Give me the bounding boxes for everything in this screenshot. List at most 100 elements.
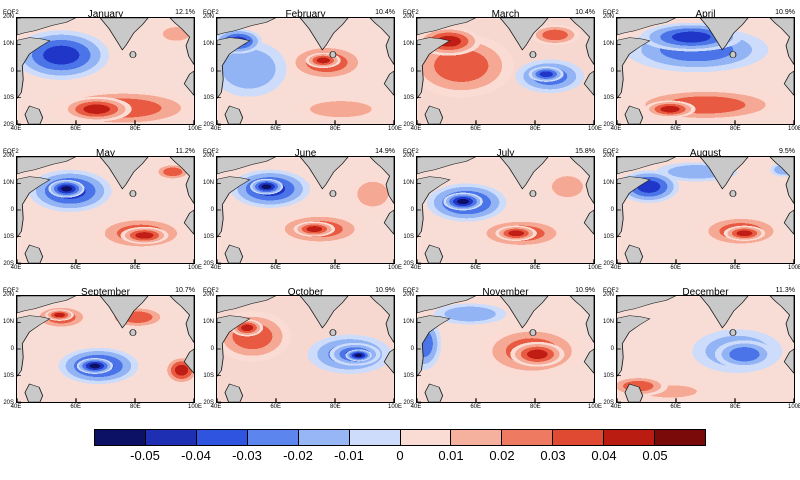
coastline-overlay — [17, 18, 194, 124]
colorbar-segments — [94, 429, 706, 446]
longitude-axis-labels: 40E 60E 80E 100E — [11, 125, 202, 134]
panel-month-title: March — [491, 9, 520, 20]
latitude-axis-labels: 20N 10N 0 10S 20S — [400, 292, 416, 406]
eof-mode-label: EOF2 — [3, 10, 19, 16]
longitude-tick-label: 80E — [129, 404, 141, 410]
latitude-tick-label: 10S — [403, 373, 414, 379]
eof-mode-label: EOF2 — [203, 149, 219, 155]
longitude-tick-label: 80E — [529, 126, 541, 132]
contour-map — [16, 295, 195, 403]
latitude-tick-label: 10N — [2, 41, 14, 47]
coastline-overlay — [417, 157, 594, 263]
eof-mode-label: EOF2 — [403, 10, 419, 16]
panel-month-title: October — [287, 287, 324, 298]
colorbar-segment — [298, 430, 350, 445]
latitude-tick-label: 10N — [402, 41, 414, 47]
colorbar-segment — [247, 430, 299, 445]
eof-mode-label: EOF2 — [3, 149, 19, 155]
longitude-tick-label: 60E — [470, 126, 481, 132]
latitude-tick-label: 10S — [603, 95, 614, 101]
panel-month-title: August — [689, 148, 722, 159]
longitude-tick-label: 100E — [187, 404, 203, 410]
colorbar-tick-label: 0.05 — [642, 448, 668, 463]
colorbar-segment — [95, 430, 146, 445]
latitude-tick-label: 0 — [410, 68, 414, 74]
longitude-axis-labels: 40E 60E 80E 100E — [611, 125, 800, 134]
eof-mode-label: EOF2 — [3, 288, 19, 294]
colorbar-tick-label: -0.03 — [232, 448, 262, 463]
longitude-tick-label: 40E — [610, 265, 622, 271]
longitude-axis-labels: 40E 60E 80E 100E — [11, 403, 202, 412]
latitude-tick-label: 20S — [603, 261, 614, 267]
coastline-overlay — [617, 18, 794, 124]
latitude-tick-label: 0 — [410, 346, 414, 352]
panel-body: 20N 10N 0 10S 20S — [400, 292, 600, 406]
variance-percent: 9.5% — [779, 148, 795, 155]
panel-body: 20N 10N 0 10S 20S — [600, 292, 800, 406]
longitude-axis-labels: 40E 60E 80E 100E — [411, 264, 602, 273]
eof-mode-label: EOF2 — [603, 149, 619, 155]
panel-body: 20N 10N 0 10S 20S — [0, 153, 200, 267]
panel-month-title: July — [496, 148, 515, 159]
latitude-tick-label: 10S — [603, 234, 614, 240]
contour-map — [416, 17, 595, 125]
variance-percent: 15.8% — [575, 148, 595, 155]
latitude-tick-label: 0 — [210, 346, 214, 352]
panel-body: 20N 10N 0 10S 20S — [0, 14, 200, 128]
panel-body: 20N 10N 0 10S 20S — [200, 292, 400, 406]
longitude-axis-labels: 40E 60E 80E 100E — [411, 125, 602, 134]
latitude-axis-labels: 20N 10N 0 10S 20S — [0, 14, 16, 128]
coastline-overlay — [417, 18, 594, 124]
latitude-tick-label: 0 — [410, 207, 414, 213]
eof-panel-may: EOF2 May 11.2% 20N 10N 0 10S 20S 40E 60E 80E 100E — [0, 143, 202, 282]
panel-header: EOF2 June 14.9% — [203, 143, 395, 159]
variance-percent: 12.1% — [175, 9, 195, 16]
longitude-tick-label: 60E — [70, 265, 81, 271]
eof-panel-july: EOF2 July 15.8% 20N 10N 0 10S 20S 40E 60E 80E 100E — [400, 143, 602, 282]
longitude-tick-label: 80E — [729, 265, 741, 271]
panel-header: EOF2 July 15.8% — [403, 143, 595, 159]
variance-percent: 11.3% — [775, 287, 795, 294]
panel-header: EOF2 January 12.1% — [3, 4, 195, 20]
panel-body: 20N 10N 0 10S 20S — [400, 14, 600, 128]
latitude-axis-labels: 20N 10N 0 10S 20S — [200, 292, 216, 406]
eof-panel-february: EOF2 February 10.4% 20N 10N 0 10S 20S 40E 60E 80E 1… — [200, 4, 402, 143]
latitude-tick-label: 10N — [602, 41, 614, 47]
contour-map — [16, 17, 195, 125]
contour-map — [216, 156, 395, 264]
coastline-overlay — [617, 157, 794, 263]
panel-month-title: June — [294, 148, 317, 159]
longitude-tick-label: 100E — [587, 404, 603, 410]
latitude-tick-label: 0 — [610, 207, 614, 213]
contour-map — [216, 17, 395, 125]
longitude-tick-label: 60E — [670, 404, 681, 410]
colorbar-tick-label: 0 — [396, 448, 404, 463]
longitude-axis-labels: 40E 60E 80E 100E — [411, 403, 602, 412]
panel-header: EOF2 August 9.5% — [603, 143, 795, 159]
coastline-overlay — [17, 157, 194, 263]
longitude-tick-label: 40E — [210, 265, 222, 271]
eof-panel-december: EOF2 December 11.3% 20N 10N 0 10S 20S 40E 60E 80E 1… — [600, 282, 800, 421]
contour-map — [216, 295, 395, 403]
latitude-tick-label: 20S — [603, 122, 614, 128]
latitude-tick-label: 0 — [10, 207, 14, 213]
longitude-tick-label: 100E — [187, 126, 203, 132]
longitude-tick-label: 100E — [787, 265, 800, 271]
longitude-tick-label: 40E — [410, 265, 422, 271]
latitude-tick-label: 0 — [10, 68, 14, 74]
longitude-axis-labels: 40E 60E 80E 100E — [611, 403, 800, 412]
longitude-tick-label: 100E — [187, 265, 203, 271]
latitude-tick-label: 10N — [2, 180, 14, 186]
colorbar-segment — [451, 430, 503, 445]
longitude-tick-label: 80E — [729, 404, 741, 410]
panel-body: 20N 10N 0 10S 20S — [200, 153, 400, 267]
longitude-axis-labels: 40E 60E 80E 100E — [11, 264, 202, 273]
latitude-tick-label: 20S — [203, 400, 214, 406]
latitude-axis-labels: 20N 10N 0 10S 20S — [0, 153, 16, 267]
panel-header: EOF2 April 10.9% — [603, 4, 795, 20]
contour-map — [416, 295, 595, 403]
eof-panel-october: EOF2 October 10.9% 20N 10N 0 10S 20S 40E 60E 80E 10… — [200, 282, 402, 421]
latitude-tick-label: 10S — [603, 373, 614, 379]
longitude-tick-label: 80E — [729, 126, 741, 132]
eof-figure: EOF2 January 12.1% 20N 10N 0 10S 20S 40E 60E 80E 10… — [0, 4, 800, 463]
